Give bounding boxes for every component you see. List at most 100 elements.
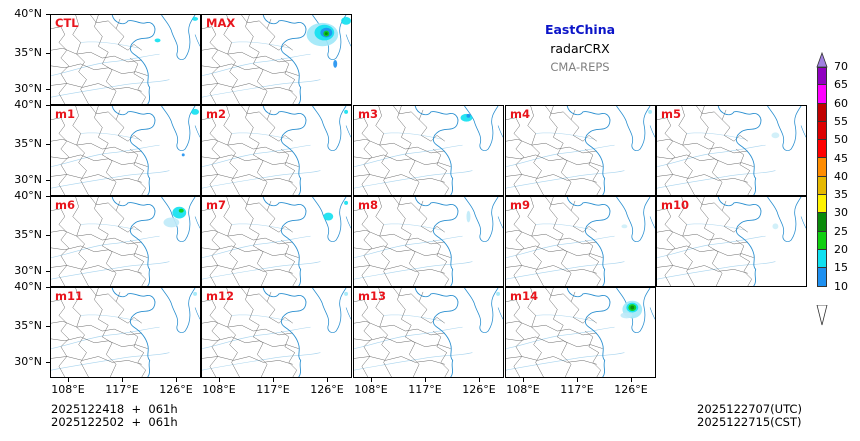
map-basemap: [506, 288, 655, 377]
x-tick: [577, 378, 578, 382]
colorbar-label: 15: [834, 261, 848, 275]
x-tick-label: 108°E: [51, 383, 85, 396]
region-title: EastChina: [544, 22, 616, 37]
y-tick: [46, 14, 50, 15]
y-tick-label: 40°N: [14, 7, 42, 20]
valid-time-cst: 2025122715(CST): [697, 415, 802, 429]
map-panel-m3: m3: [353, 105, 504, 196]
colorbar-segment: [817, 85, 827, 104]
map-panel-ctl: CTL: [50, 14, 201, 105]
map-basemap: [354, 288, 503, 377]
y-tick-label: 35°N: [14, 46, 42, 59]
x-tick: [479, 378, 480, 382]
colorbar-label: 60: [834, 96, 848, 110]
x-tick: [68, 378, 69, 382]
init-time-cst: 2025122502 + 061h: [51, 415, 178, 429]
map-panel-m2: m2: [201, 105, 352, 196]
panel-label: m11: [55, 289, 83, 303]
panel-label: m7: [206, 198, 226, 212]
map-basemap: [354, 106, 503, 195]
map-basemap: [51, 106, 200, 195]
colorbar-label: 20: [834, 243, 848, 256]
x-tick: [371, 378, 372, 382]
map-basemap: [51, 15, 200, 104]
title-block: EastChina radarCRX CMA-REPS: [500, 20, 660, 76]
map-panel-m13: m13: [353, 287, 504, 378]
panel-label: m6: [55, 198, 75, 212]
x-tick-label: 108°E: [354, 383, 388, 396]
y-tick: [46, 326, 50, 327]
map-panel-m5: m5: [656, 105, 807, 196]
colorbar-segment: [817, 231, 827, 250]
colorbar-segment: [817, 249, 827, 269]
y-tick-label: 40°N: [14, 280, 42, 293]
map-basemap: [354, 197, 503, 286]
colorbar-segment: [817, 121, 827, 141]
valid-time-utc: 2025122707(UTC): [697, 402, 802, 416]
y-tick: [46, 235, 50, 236]
x-tick: [631, 378, 632, 382]
map-basemap: [657, 106, 806, 195]
x-tick-label: 108°E: [506, 383, 540, 396]
colorbar-segment: [817, 268, 827, 287]
colorbar-label: 65: [834, 78, 848, 92]
map-panel-m14: m14: [505, 287, 656, 378]
map-panel-max: MAX: [201, 14, 352, 105]
panel-label: m4: [510, 107, 530, 121]
model-title: CMA-REPS: [550, 60, 610, 74]
panel-label: m9: [510, 198, 530, 212]
map-basemap: [51, 288, 200, 377]
colorbar-segments: [817, 67, 827, 287]
colorbar-label: 45: [834, 151, 848, 165]
colorbar-label: 70: [834, 60, 848, 73]
x-tick-label: 117°E: [408, 383, 442, 396]
colorbar-segment: [817, 103, 827, 122]
map-panel-m12: m12: [201, 287, 352, 378]
map-basemap: [51, 197, 200, 286]
colorbar-segment: [817, 176, 827, 196]
x-tick-label: 117°E: [256, 383, 290, 396]
map-basemap: [506, 197, 655, 286]
x-tick-label: 126°E: [159, 383, 193, 396]
x-tick: [327, 378, 328, 382]
y-tick: [46, 271, 50, 272]
panel-label: m1: [55, 107, 75, 121]
colorbar-segment: [817, 140, 827, 159]
map-panel-m6: m6: [50, 196, 201, 287]
y-tick: [46, 362, 50, 363]
colorbar-under-arrow: [816, 305, 828, 326]
x-tick-label: 117°E: [560, 383, 594, 396]
panel-label: m3: [358, 107, 378, 121]
variable-title: radarCRX: [550, 41, 610, 56]
map-panel-m8: m8: [353, 196, 504, 287]
colorbar-label: 55: [834, 114, 848, 128]
y-tick: [46, 287, 50, 288]
y-tick: [46, 144, 50, 145]
x-tick-label: 117°E: [105, 383, 139, 396]
panel-label: m14: [510, 289, 538, 303]
y-tick-label: 30°N: [14, 264, 42, 277]
x-tick-label: 126°E: [310, 383, 344, 396]
y-tick: [46, 105, 50, 106]
x-tick: [219, 378, 220, 382]
panel-label: m10: [661, 198, 689, 212]
y-tick-label: 40°N: [14, 189, 42, 202]
colorbar-label: 50: [834, 133, 848, 147]
y-tick: [46, 196, 50, 197]
y-tick-label: 35°N: [14, 319, 42, 332]
colorbar-segment: [817, 213, 827, 232]
x-tick: [176, 378, 177, 382]
x-tick: [273, 378, 274, 382]
colorbar-segment: [817, 195, 827, 214]
colorbar-label: 40: [834, 169, 848, 183]
x-tick: [523, 378, 524, 382]
map-basemap: [202, 288, 351, 377]
panel-label: MAX: [206, 16, 236, 30]
map-panel-m10: m10: [656, 196, 807, 287]
map-basemap: [202, 15, 351, 104]
y-tick-label: 30°N: [14, 173, 42, 186]
panel-label: CTL: [55, 16, 79, 30]
map-panel-m4: m4: [505, 105, 656, 196]
y-tick-label: 30°N: [14, 355, 42, 368]
map-panel-m11: m11: [50, 287, 201, 378]
